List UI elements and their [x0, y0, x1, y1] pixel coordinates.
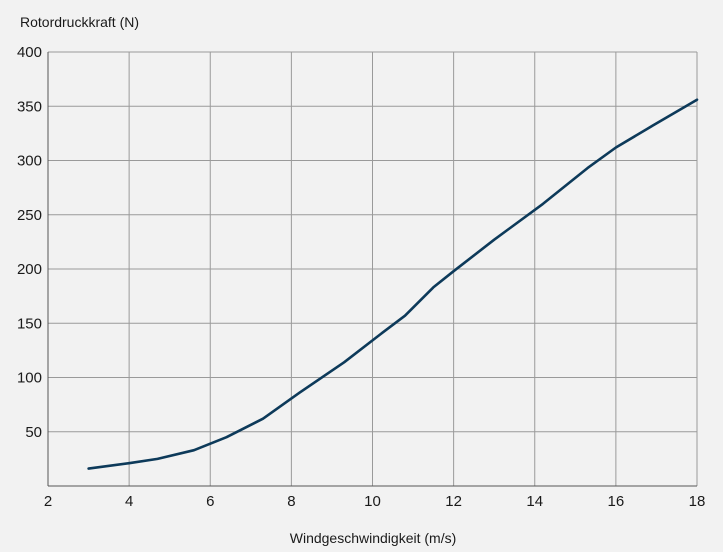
y-tick-label: 50	[25, 424, 42, 441]
x-tick-label: 6	[206, 493, 214, 510]
x-tick-label: 16	[608, 493, 625, 510]
y-axis-title: Rotordruckkraft (N)	[20, 14, 139, 30]
y-tick-label: 200	[17, 261, 42, 278]
y-tick-label: 100	[17, 370, 42, 387]
x-tick-label: 12	[445, 493, 462, 510]
x-tick-label: 14	[526, 493, 543, 510]
y-tick-label: 250	[17, 207, 42, 224]
y-tick-label: 400	[17, 44, 42, 61]
y-tick-label: 300	[17, 153, 42, 170]
series-line	[87, 98, 699, 470]
y-tick-label: 350	[17, 98, 42, 115]
x-axis-title: Windgeschwindigkeit (m/s)	[290, 530, 457, 546]
x-tick-label: 2	[44, 493, 52, 510]
x-tick-label: 4	[125, 493, 133, 510]
x-tick-label: 10	[364, 493, 381, 510]
y-tick-labels: 50 100 150 200 250 300 350 400	[17, 44, 42, 441]
series	[87, 98, 699, 470]
x-tick-label: 8	[287, 493, 295, 510]
axes	[47, 52, 697, 487]
grid	[48, 51, 698, 486]
y-tick-label: 150	[17, 315, 42, 332]
x-tick-labels: 2 4 6 8 10 12 14 16 18	[44, 493, 706, 510]
x-tick-label: 18	[689, 493, 706, 510]
